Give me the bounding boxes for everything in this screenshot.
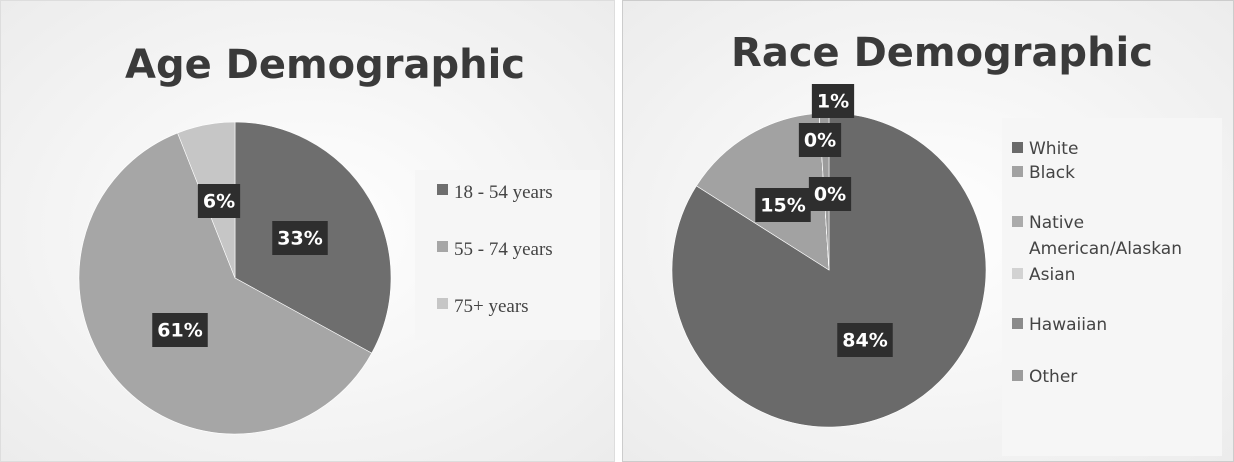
legend-swatch <box>1012 370 1023 381</box>
legend-swatch <box>437 184 448 195</box>
legend-label: Asian <box>1029 265 1076 285</box>
legend-label: 75+ years <box>454 296 529 317</box>
legend-label: 55 - 74 years <box>454 239 553 260</box>
data-label: 6% <box>203 191 235 213</box>
legend: White Black Native American/Alaskan Asian Ha… <box>1002 118 1222 456</box>
legend-item: Native American/Alaskan <box>1012 211 1218 262</box>
legend-swatch <box>1012 216 1023 227</box>
legend-swatch <box>437 298 448 309</box>
data-label-box <box>272 221 328 255</box>
legend-label: Black <box>1029 163 1075 183</box>
data-label-box <box>811 84 855 118</box>
legend-swatch <box>1012 268 1023 279</box>
data-label: 0% <box>804 130 836 152</box>
data-label-box <box>755 188 811 222</box>
data-label-box <box>197 184 241 218</box>
legend-item: 55 - 74 years <box>437 236 596 265</box>
data-label-box <box>152 313 208 347</box>
legend-item: 75+ years <box>437 293 596 322</box>
data-label: 33% <box>277 228 322 250</box>
legend-item: Black <box>1012 161 1218 187</box>
data-label: 1% <box>817 91 849 113</box>
data-label: 15% <box>760 195 805 217</box>
chart-title: Race Demographic <box>731 30 1153 76</box>
data-label: 0% <box>814 184 846 206</box>
data-label-box <box>808 177 852 211</box>
legend-item: Asian <box>1012 263 1218 289</box>
legend-swatch <box>437 241 448 252</box>
legend-label: 18 - 54 years <box>454 182 553 203</box>
legend-swatch <box>1012 142 1023 153</box>
legend-label: Native American/Alaskan <box>1029 213 1182 259</box>
legend-item: Other <box>1012 365 1218 391</box>
legend-swatch <box>1012 166 1023 177</box>
data-label: 84% <box>842 330 887 352</box>
chart-title: Age Demographic <box>124 42 526 88</box>
data-label: 61% <box>157 320 202 342</box>
data-label-box <box>798 123 842 157</box>
legend-label: Other <box>1029 367 1078 387</box>
data-label-box <box>837 323 893 357</box>
legend-item: White <box>1012 137 1218 163</box>
legend-swatch <box>1012 318 1023 329</box>
legend-item: Hawaiian <box>1012 313 1218 339</box>
legend-item: 18 - 54 years <box>437 179 596 208</box>
legend-label: White <box>1029 139 1079 159</box>
legend-label: Hawaiian <box>1029 315 1108 335</box>
pie-slice <box>78 132 373 435</box>
legend: 18 - 54 years 55 - 74 years 75+ years <box>415 170 600 340</box>
